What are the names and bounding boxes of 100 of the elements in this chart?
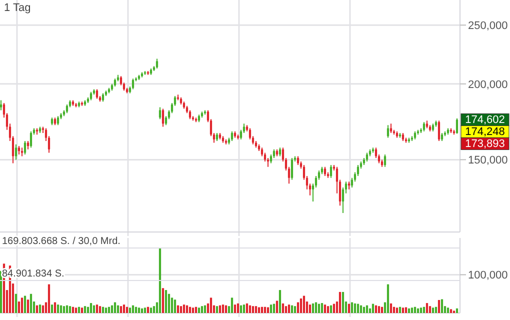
bar	[62, 306, 66, 313]
candlestick	[56, 116, 60, 126]
bar	[134, 306, 138, 313]
bar	[90, 303, 92, 313]
bar	[126, 306, 128, 313]
bar	[428, 306, 432, 313]
bar	[372, 304, 374, 313]
bar	[258, 307, 260, 313]
bar	[342, 292, 344, 313]
candlestick	[290, 157, 294, 180]
bar	[410, 308, 414, 313]
bar	[72, 306, 74, 313]
bar	[362, 306, 366, 313]
candlestick	[158, 106, 162, 120]
bar	[402, 308, 404, 313]
bar	[236, 303, 240, 313]
bar	[216, 306, 218, 313]
bar	[210, 298, 212, 313]
bar	[326, 306, 330, 313]
bar	[188, 306, 192, 313]
bar	[50, 304, 54, 313]
bar	[192, 308, 194, 313]
text: 174,248	[465, 126, 505, 138]
bar	[312, 303, 314, 313]
bar	[396, 308, 398, 313]
bar	[42, 305, 44, 313]
bar	[224, 305, 228, 313]
bar	[386, 284, 390, 313]
bar	[440, 299, 444, 313]
candlestick	[384, 154, 386, 168]
bar	[290, 305, 294, 313]
bar	[270, 304, 272, 313]
candlestick	[14, 144, 18, 160]
bar	[18, 302, 20, 313]
candlestick	[386, 124, 390, 138]
bar	[450, 309, 452, 313]
bar	[282, 303, 284, 313]
bar	[234, 304, 236, 313]
bar	[30, 294, 32, 313]
bar	[278, 290, 282, 313]
bar	[174, 300, 176, 313]
bar	[128, 308, 132, 313]
bar	[300, 298, 302, 313]
bar	[456, 308, 458, 313]
bar	[360, 305, 362, 313]
bar	[198, 308, 200, 313]
bar	[330, 305, 332, 313]
bar	[248, 305, 252, 313]
bar	[182, 304, 186, 313]
bar	[260, 306, 264, 313]
bar	[110, 305, 114, 313]
bar	[296, 302, 300, 313]
bar	[74, 308, 78, 313]
bar	[68, 306, 72, 313]
bar	[66, 305, 68, 313]
bar	[84, 306, 86, 313]
bar	[240, 305, 242, 313]
bar	[120, 306, 122, 313]
bar	[98, 306, 102, 313]
bar	[96, 304, 98, 313]
bar	[186, 305, 188, 313]
bar	[438, 300, 440, 313]
bar	[350, 302, 354, 313]
bar	[60, 305, 62, 313]
bar	[404, 307, 408, 313]
bar	[374, 305, 378, 313]
candlestick	[132, 78, 134, 90]
bar	[222, 304, 224, 313]
bar	[176, 305, 180, 313]
bar	[408, 308, 410, 313]
bar	[122, 304, 126, 313]
bar	[392, 306, 396, 313]
bar	[378, 306, 380, 313]
bar	[152, 306, 156, 313]
bar	[294, 306, 296, 313]
candlestick	[456, 118, 458, 134]
bar	[398, 306, 402, 313]
bar	[332, 304, 336, 313]
bar	[108, 306, 110, 313]
bar	[368, 308, 372, 313]
bar	[414, 306, 416, 313]
text: 174,602	[465, 114, 505, 126]
bar	[266, 307, 270, 313]
candlestick	[324, 166, 326, 176]
bar	[26, 300, 30, 313]
bar	[54, 302, 56, 313]
bar	[218, 305, 222, 313]
bar	[320, 303, 324, 313]
bar	[252, 306, 254, 313]
bar	[170, 298, 174, 313]
candlestick	[422, 122, 426, 132]
bar	[416, 308, 420, 313]
bar	[356, 304, 360, 313]
bar	[86, 306, 90, 313]
bar	[114, 302, 116, 313]
bar	[264, 306, 266, 313]
bar	[56, 304, 60, 313]
text: 173,893	[465, 138, 505, 150]
candlestick	[24, 140, 26, 155]
bar	[288, 304, 290, 313]
